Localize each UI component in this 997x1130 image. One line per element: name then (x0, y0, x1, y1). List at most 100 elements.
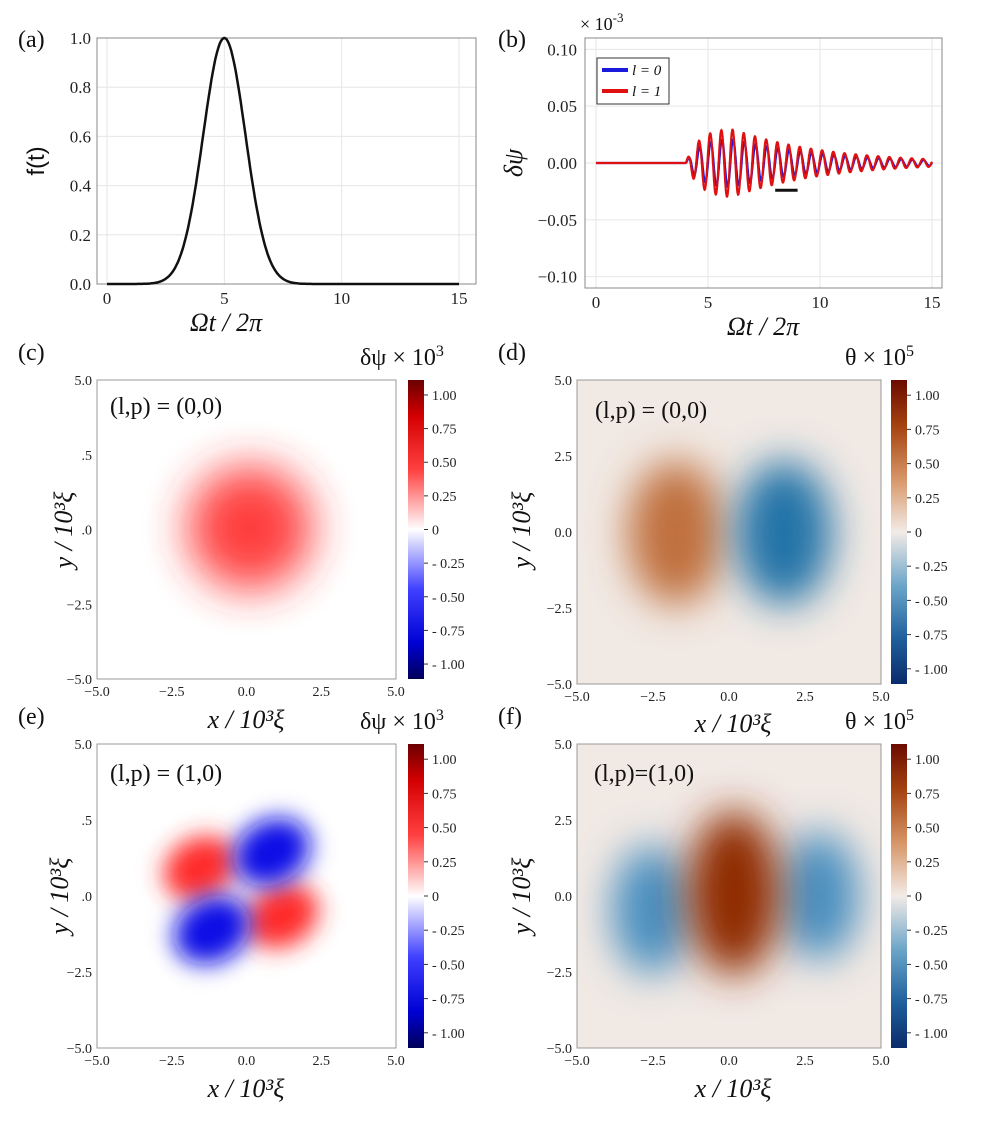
y-tick-label: −2.5 (67, 966, 92, 981)
panel-b-series-l1 (596, 128, 934, 198)
colorbar-tick-label: - 0.75 (915, 629, 948, 644)
colorbar-tick-label: - 0.25 (915, 924, 948, 939)
x-tick-label: 5.0 (387, 1054, 405, 1069)
y-tick-label: −2.5 (547, 966, 572, 981)
panel-f-heatmap (577, 744, 881, 1048)
panel-f-frame (576, 743, 882, 1049)
panel-c-heatmap (97, 380, 396, 679)
panel-d-ticks: −5.0 5.0 −2.5 2.5 0.0 0.0 2.5 −2.5 5.0 −5.0 (547, 374, 890, 705)
panel-a-label: (a) (18, 27, 45, 53)
panel-c-xlabel: x / 10³ξ (207, 705, 286, 734)
y-tick-label: −5.0 (547, 1042, 572, 1057)
colorbar-tick-label: 0.75 (432, 423, 457, 438)
panel-e-ticks: −5.0 5.0 −2.5 .5 0.0 .0 2.5 −2.5 5.0 −5.0 (67, 738, 405, 1069)
x-tick-label: 0 (592, 293, 601, 312)
colorbar-tick-label: 0.50 (432, 822, 457, 837)
colorbar-tick-label: - 0.50 (432, 958, 465, 973)
panel-f-ylabel: y / 10³ξ (507, 857, 536, 938)
panel-e-colorbar-ticks: 1.00 0.75 0.50 0.25 0 - 0.25 - 0.50 - 0.75 - 1.0… (424, 753, 465, 1042)
panel-c-colorbar (408, 380, 424, 679)
panel-e-xlabel: x / 10³ξ (207, 1074, 286, 1103)
colorbar-tick-label: - 1.00 (915, 663, 948, 678)
panel-d-xlabel: x / 10³ξ (694, 709, 773, 738)
colorbar-tick-label: - 1.00 (432, 658, 465, 673)
colorbar-tick-label: 0.75 (915, 787, 940, 802)
panel-e: (e) (l,p) = (1,0) −5.05.0−2.5.50.0.02.5−… (18, 704, 465, 1103)
y-tick-label: 5.0 (75, 738, 93, 753)
x-tick-label: −5.0 (84, 1054, 109, 1069)
colorbar-tick-label: 0.50 (915, 822, 940, 837)
panel-d-heatmap (577, 380, 881, 684)
panel-f-colorbar-title: θ × 105 (845, 707, 914, 735)
panel-f-colorbar (891, 744, 907, 1048)
panel-b-ticks: 0 5 10 15 −0.10 −0.05 0.00 0.05 0.10 (538, 40, 941, 312)
colorbar-tick-label: - 1.00 (915, 1027, 948, 1042)
x-tick-label: −2.5 (640, 1054, 665, 1069)
colorbar-tick-label: 1.00 (915, 753, 940, 768)
panel-d-ylabel: y / 10³ξ (507, 491, 536, 572)
panel-b-ylabel: δψ (499, 148, 528, 177)
x-tick-label: 10 (812, 293, 829, 312)
x-tick-label: 0.0 (720, 690, 738, 705)
colorbar-tick-label: - 0.25 (915, 560, 948, 575)
panel-e-lobe-negative-2 (173, 895, 251, 965)
colorbar-tick-label: 0.75 (432, 787, 457, 802)
colorbar-tick-label: - 0.75 (432, 993, 465, 1008)
panel-e-ylabel: y / 10³ξ (45, 857, 74, 938)
y-tick-label: .5 (82, 449, 93, 464)
y-tick-label: 5.0 (555, 374, 573, 389)
x-tick-label: 5.0 (872, 690, 890, 705)
panel-a-frame (96, 37, 477, 285)
x-tick-label: 5.0 (387, 685, 405, 700)
x-tick-label: 5 (704, 293, 713, 312)
colorbar-tick-label: - 0.50 (432, 591, 465, 606)
x-tick-label: −2.5 (159, 685, 184, 700)
x-tick-label: −5.0 (564, 1054, 589, 1069)
panel-b-label: (b) (498, 27, 526, 53)
y-tick-label: 0.2 (70, 226, 91, 245)
y-tick-label: −5.0 (547, 678, 572, 693)
x-tick-label: −5.0 (564, 690, 589, 705)
x-tick-label: 0.0 (720, 1054, 738, 1069)
colorbar-tick-label: 0 (915, 526, 922, 541)
y-tick-label: −5.0 (67, 1042, 92, 1057)
colorbar-tick-label: - 0.25 (432, 557, 465, 572)
y-tick-label: −2.5 (67, 598, 92, 613)
panel-a: (a) 0 5 10 15 0.0 0.2 0.4 0.6 0.8 1.0 Ωt / 2π f(t… (18, 27, 477, 337)
panel-d-background (577, 380, 881, 684)
panel-f-label: (f) (498, 704, 522, 730)
panel-e-mode-label: (l,p) = (1,0) (110, 761, 222, 787)
panel-c-colorbar-ticks: 1.00 0.75 0.50 0.25 0 - 0.25 - 0.50 - 0.75 - 1.0… (424, 389, 465, 673)
y-tick-label: 0.10 (547, 40, 577, 59)
panel-d-colorbar-ticks: 1.00 0.75 0.50 0.25 0 - 0.25 - 0.50 - 0.75 - 1.0… (907, 389, 948, 678)
y-tick-label: 0.0 (555, 526, 573, 541)
panel-e-lobe-positive-2 (245, 883, 319, 949)
colorbar-tick-label: 1.00 (432, 753, 457, 768)
x-tick-label: −2.5 (640, 690, 665, 705)
colorbar-tick-label: 1.00 (915, 389, 940, 404)
y-tick-label: −0.10 (538, 268, 577, 287)
x-tick-label: 0.0 (238, 685, 256, 700)
panel-a-ylabel: f(t) (23, 146, 50, 175)
panel-e-colorbar-title: δψ × 103 (360, 707, 444, 735)
panel-f-lobe-negative-1 (612, 846, 692, 974)
panel-d-label: (d) (498, 340, 526, 366)
panel-b-legend: l = 0 l = 1 (596, 57, 670, 105)
colorbar-tick-label: 0.50 (915, 458, 940, 473)
panel-e-background (97, 744, 396, 1048)
colorbar-tick-label: 0.75 (915, 423, 940, 438)
panel-f-mode-label: (l,p)=(1,0) (594, 761, 694, 787)
panel-e-frame (96, 743, 397, 1049)
colorbar-tick-label: - 0.50 (915, 958, 948, 973)
y-tick-label: 0.8 (70, 78, 91, 97)
panel-c-frame (96, 379, 397, 680)
colorbar-tick-label: 0.25 (432, 856, 457, 871)
panel-f-xlabel: x / 10³ξ (694, 1074, 773, 1103)
y-tick-label: 1.0 (70, 29, 91, 48)
colorbar-tick-label: - 0.75 (432, 624, 465, 639)
y-tick-label: .5 (82, 814, 93, 829)
x-tick-label: 10 (333, 289, 350, 308)
y-tick-label: 0.00 (547, 154, 577, 173)
y-tick-label: 5.0 (75, 374, 93, 389)
